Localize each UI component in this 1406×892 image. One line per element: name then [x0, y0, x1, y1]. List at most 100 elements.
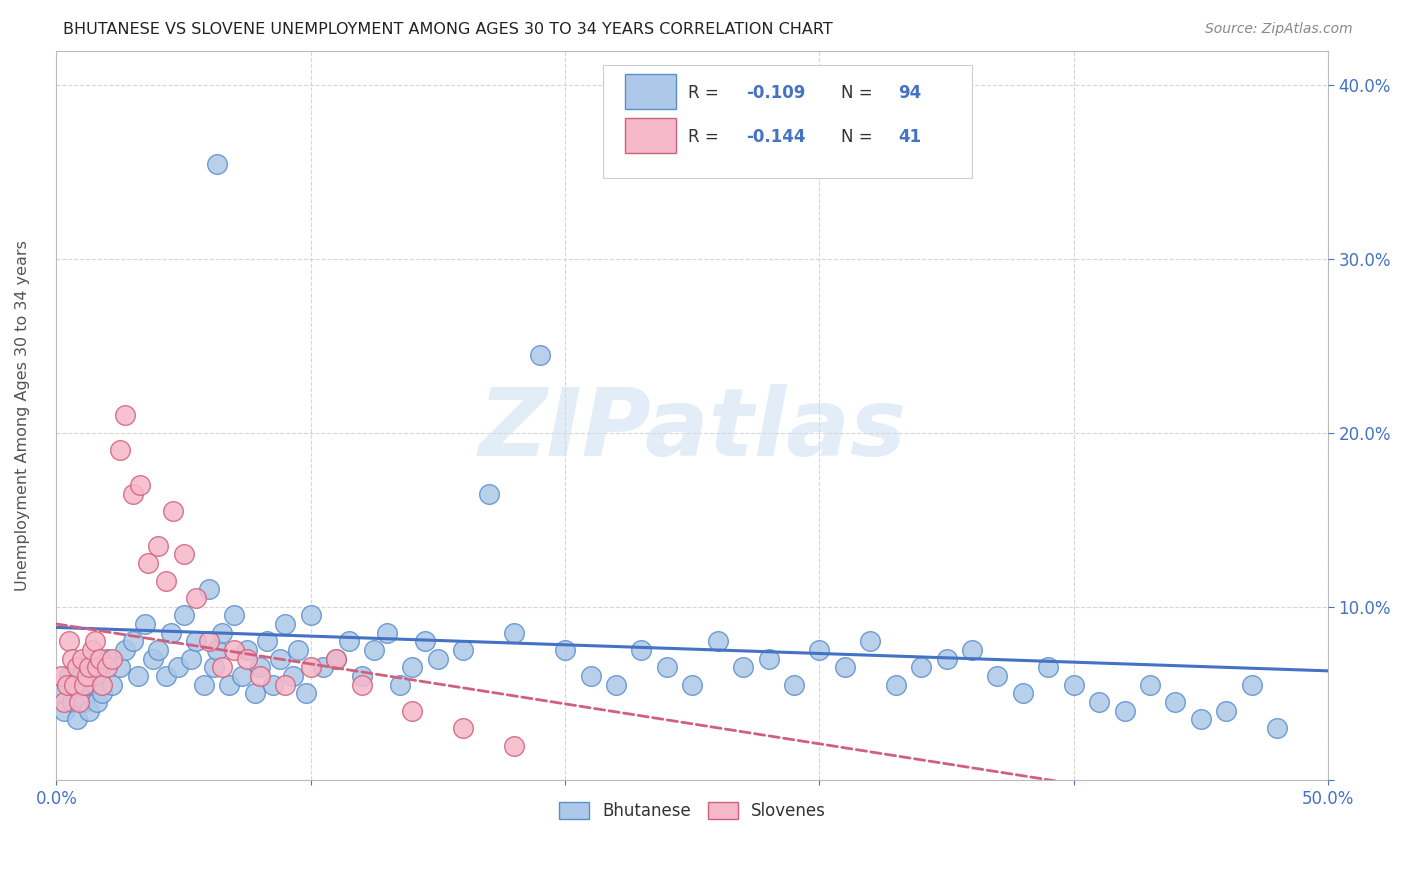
Point [80, 660, 103, 674]
Point [478, 486, 501, 500]
Point [73, 678, 96, 692]
Text: R =: R = [689, 128, 724, 145]
Point [884, 678, 907, 692]
Point [401, 660, 423, 674]
Point [834, 660, 856, 674]
Point [146, 643, 169, 657]
Point [121, 634, 143, 648]
Point [1240, 678, 1263, 692]
Point [162, 504, 184, 518]
Text: Source: ZipAtlas.com: Source: ZipAtlas.com [1205, 22, 1353, 37]
Point [453, 721, 475, 735]
Point [529, 348, 551, 362]
Point [312, 660, 335, 674]
Point [53, 695, 76, 709]
Point [231, 669, 253, 683]
Text: R =: R = [689, 84, 724, 102]
Point [108, 443, 131, 458]
Point [91, 678, 114, 692]
Point [249, 660, 271, 674]
Text: N =: N = [841, 128, 877, 145]
Point [363, 643, 385, 657]
Point [79, 704, 101, 718]
Point [579, 669, 602, 683]
Point [63, 678, 86, 692]
Point [1189, 713, 1212, 727]
Point [269, 651, 291, 665]
Point [299, 608, 322, 623]
Point [1038, 660, 1060, 674]
Text: 94: 94 [898, 84, 921, 102]
Point [758, 651, 780, 665]
Point [53, 704, 76, 718]
Point [249, 669, 271, 683]
Point [256, 634, 278, 648]
Point [413, 634, 436, 648]
Point [281, 669, 304, 683]
Point [211, 625, 233, 640]
Point [86, 660, 108, 674]
Point [186, 591, 208, 605]
Point [325, 651, 347, 665]
Point [66, 713, 89, 727]
Point [58, 669, 80, 683]
Point [60, 695, 83, 709]
Point [114, 409, 136, 423]
FancyBboxPatch shape [624, 118, 676, 153]
Point [51, 669, 73, 683]
FancyBboxPatch shape [603, 65, 972, 178]
Point [287, 643, 309, 657]
Point [167, 660, 190, 674]
Point [733, 660, 755, 674]
Point [155, 574, 177, 588]
Point [503, 625, 526, 640]
Point [129, 478, 152, 492]
Point [101, 678, 124, 692]
Point [554, 643, 576, 657]
Point [299, 660, 322, 674]
Point [70, 669, 93, 683]
Point [121, 486, 143, 500]
Point [96, 660, 118, 674]
Point [859, 634, 882, 648]
Point [211, 660, 233, 674]
Point [80, 643, 103, 657]
Point [73, 695, 96, 709]
Point [783, 678, 806, 692]
Point [224, 608, 246, 623]
Point [89, 669, 111, 683]
Point [274, 616, 297, 631]
Point [160, 625, 183, 640]
Point [205, 156, 228, 170]
Text: -0.144: -0.144 [745, 128, 806, 145]
Point [89, 651, 111, 665]
Point [63, 678, 86, 692]
Point [180, 651, 202, 665]
Point [1215, 704, 1237, 718]
Point [67, 686, 90, 700]
Text: BHUTANESE VS SLOVENE UNEMPLOYMENT AMONG AGES 30 TO 34 YEARS CORRELATION CHART: BHUTANESE VS SLOVENE UNEMPLOYMENT AMONG … [63, 22, 832, 37]
Point [294, 686, 316, 700]
Point [350, 669, 373, 683]
Point [388, 678, 411, 692]
Point [198, 634, 221, 648]
Point [96, 651, 118, 665]
FancyBboxPatch shape [624, 74, 676, 109]
Y-axis label: Unemployment Among Ages 30 to 34 years: Unemployment Among Ages 30 to 34 years [15, 240, 30, 591]
Point [262, 678, 284, 692]
Point [1012, 686, 1035, 700]
Point [986, 669, 1008, 683]
Point [605, 678, 627, 692]
Point [55, 678, 77, 692]
Point [935, 651, 957, 665]
Point [375, 625, 398, 640]
Point [236, 643, 259, 657]
Point [51, 686, 73, 700]
Text: 41: 41 [898, 128, 921, 145]
Point [243, 686, 266, 700]
Point [186, 634, 208, 648]
Point [83, 634, 105, 648]
Point [108, 660, 131, 674]
Point [910, 660, 932, 674]
Point [236, 651, 259, 665]
